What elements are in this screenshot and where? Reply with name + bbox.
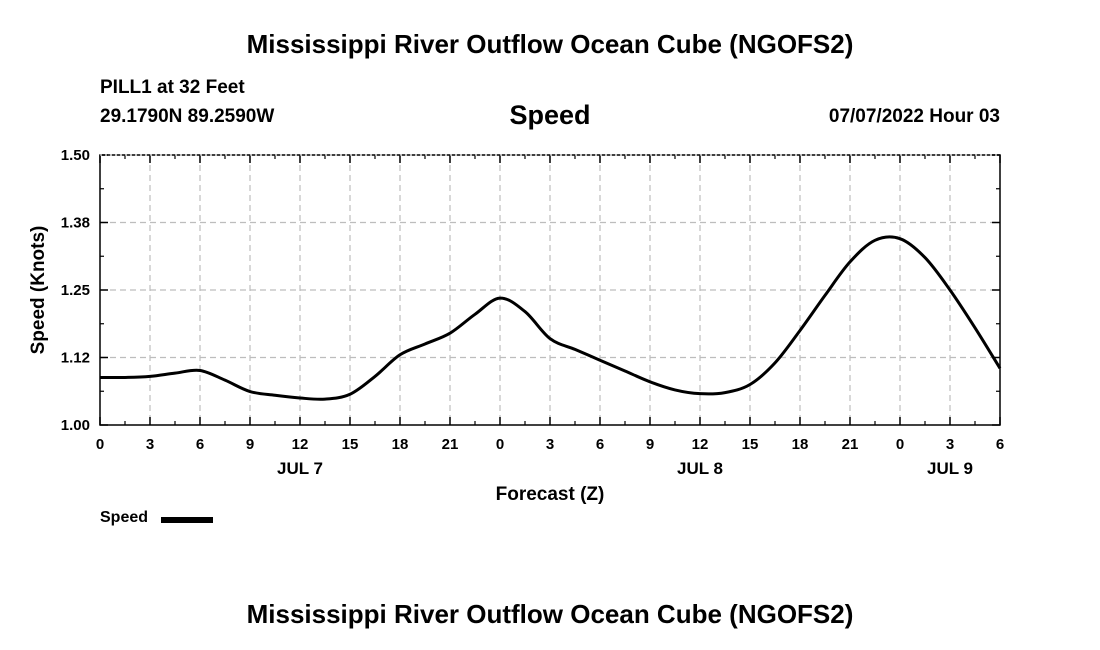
station-label: PILL1 at 32 Feet [100,77,245,98]
date-label: JUL 8 [677,459,723,478]
x-tick-label: 3 [146,436,154,453]
x-tick-label: 6 [196,436,204,453]
x-tick-label: 6 [596,436,604,453]
y-tick-label: 1.00 [61,417,90,434]
x-tick-label: 21 [842,436,859,453]
legend-label: Speed [100,509,149,526]
station-coordinates: 29.1790N 89.2590W [100,106,275,127]
x-tick-label: 12 [692,436,709,453]
y-tick-label: 1.25 [61,282,90,299]
chart-subtitle: Speed [509,100,591,130]
x-tick-label: 18 [792,436,809,453]
x-tick-label: 15 [342,436,359,453]
x-tick-label: 0 [96,436,104,453]
date-label: JUL 9 [927,459,973,478]
x-tick-label: 0 [496,436,504,453]
x-tick-label: 3 [546,436,554,453]
x-tick-label: 21 [442,436,459,453]
y-axis-title: Speed (Knots) [28,226,49,355]
x-axis-title: Forecast (Z) [496,484,605,505]
legend-swatch [161,517,213,523]
y-tick-label: 1.12 [61,350,90,367]
x-tick-label: 9 [646,436,654,453]
y-tick-label: 1.38 [61,215,90,232]
chart-main-title: Mississippi River Outflow Ocean Cube (NG… [246,29,854,59]
tick-layer [99,154,1001,426]
x-tick-label: 12 [292,436,309,453]
forecast-datetime: 07/07/2022 Hour 03 [828,106,1000,127]
x-tick-label: 18 [392,436,409,453]
x-tick-label: 15 [742,436,759,453]
speed-series-line [99,235,1002,401]
label-layer: 0 3 6 9 12 15 18 21 0 3 6 9 12 15 18 21 0 3 6 1.00 1.12 1.25 1… [61,147,1004,478]
date-label: JUL 7 [277,459,323,478]
grid-layer [100,155,1000,425]
x-tick-label: 3 [946,436,954,453]
y-tick-label: 1.50 [61,147,90,164]
x-tick-label: 9 [246,436,254,453]
x-tick-label: 0 [896,436,904,453]
x-tick-label: 6 [996,436,1004,453]
chart-footer-title: Mississippi River Outflow Ocean Cube (NG… [246,599,854,629]
